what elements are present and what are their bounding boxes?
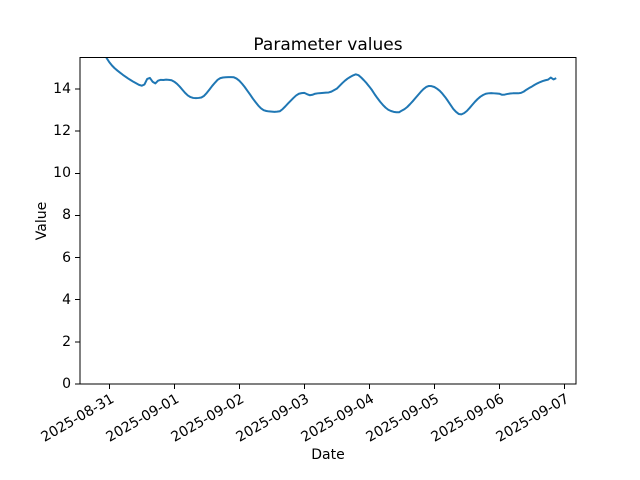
y-tick-label: 10: [53, 165, 71, 182]
x-axis-label: Date: [311, 447, 345, 463]
y-tick-label: 2: [62, 333, 71, 350]
y-tick-label: 12: [53, 123, 71, 140]
y-tick-label: 14: [53, 81, 71, 98]
chart-title: Parameter values: [253, 35, 403, 55]
y-tick-label: 6: [62, 249, 71, 266]
y-tick-label: 0: [62, 376, 71, 392]
y-tick-label: 8: [62, 207, 71, 224]
y-tick-label: 4: [62, 291, 71, 308]
